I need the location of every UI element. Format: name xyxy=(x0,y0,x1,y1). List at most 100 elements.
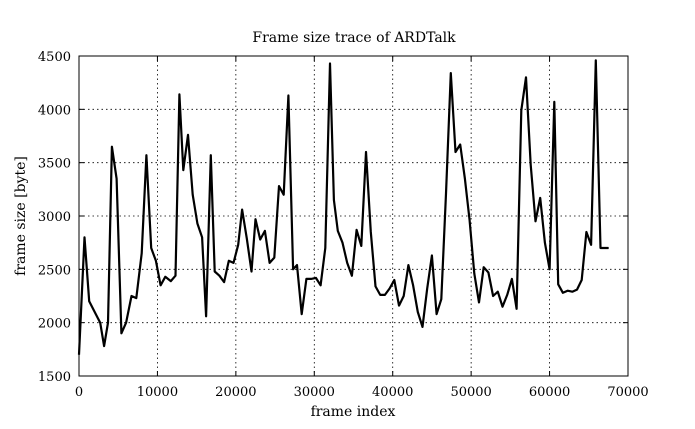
data-point xyxy=(301,313,303,315)
data-point xyxy=(237,244,239,246)
data-point xyxy=(501,306,504,308)
data-point xyxy=(530,164,532,166)
y-tick-label: 3500 xyxy=(38,157,71,172)
data-point xyxy=(553,101,555,103)
data-point xyxy=(403,295,405,297)
data-point xyxy=(141,252,143,254)
data-point xyxy=(259,238,261,241)
data-point xyxy=(94,311,96,313)
data-point xyxy=(182,169,184,171)
data-point xyxy=(111,146,113,148)
data-point xyxy=(464,178,466,180)
data-point xyxy=(356,229,358,231)
data-point xyxy=(454,151,457,153)
grid xyxy=(79,56,628,376)
data-point xyxy=(187,134,189,136)
data-point xyxy=(201,236,203,238)
data-point xyxy=(210,154,212,156)
axis-ticks xyxy=(78,55,629,377)
x-tick-label: 60000 xyxy=(529,385,570,400)
data-point xyxy=(478,301,480,303)
data-point xyxy=(590,244,592,246)
data-point xyxy=(360,245,362,247)
y-tick-label: 4000 xyxy=(38,103,71,118)
data-point xyxy=(228,260,230,262)
data-point xyxy=(436,313,438,315)
x-tick-label: 10000 xyxy=(137,385,178,400)
data-point xyxy=(246,237,248,239)
data-point xyxy=(241,209,243,211)
data-point xyxy=(603,247,606,249)
y-tick-label: 3000 xyxy=(38,210,71,225)
y-tick-label: 2000 xyxy=(38,317,71,332)
data-point xyxy=(607,247,610,249)
data-point xyxy=(497,291,499,293)
data-point xyxy=(78,354,80,356)
data-point xyxy=(492,295,494,297)
data-point xyxy=(516,308,518,310)
data-point xyxy=(459,143,461,146)
data-point xyxy=(218,275,220,277)
data-point xyxy=(421,326,424,328)
data-point xyxy=(278,185,280,187)
data-point xyxy=(562,292,564,294)
data-point xyxy=(103,345,105,347)
data-point xyxy=(346,262,348,264)
data-point xyxy=(269,262,271,264)
data-point xyxy=(365,151,367,153)
data-point xyxy=(254,218,257,220)
data-point xyxy=(214,270,216,273)
data-point xyxy=(125,322,127,324)
data-point xyxy=(599,247,602,249)
data-point xyxy=(264,230,266,232)
x-tick-label: 50000 xyxy=(450,385,491,400)
data-point xyxy=(379,294,381,296)
data-point xyxy=(150,247,152,249)
data-point xyxy=(83,236,86,238)
data-point xyxy=(135,297,137,299)
data-point xyxy=(520,109,522,111)
data-point xyxy=(525,76,527,78)
x-tick-label: 30000 xyxy=(294,385,335,400)
data-point xyxy=(571,291,573,293)
data-point xyxy=(450,72,452,74)
data-point xyxy=(273,257,275,259)
data-point xyxy=(320,284,322,286)
data-point xyxy=(192,194,194,196)
data-point xyxy=(178,93,180,95)
data-point xyxy=(431,254,433,257)
data-point xyxy=(506,294,508,296)
data-point xyxy=(130,295,133,297)
x-tick-label: 40000 xyxy=(372,385,413,400)
series-line xyxy=(77,59,609,355)
data-point xyxy=(174,275,177,277)
data-point xyxy=(374,285,377,287)
y-tick-label: 2500 xyxy=(38,263,71,278)
data-point xyxy=(534,220,537,222)
data-point xyxy=(398,305,400,307)
y-axis-label: frame size [byte] xyxy=(13,156,29,276)
data-point xyxy=(341,242,344,244)
data-point xyxy=(160,284,162,286)
data-point xyxy=(544,242,546,244)
data-point xyxy=(557,283,559,285)
data-point xyxy=(445,193,447,195)
data-point xyxy=(164,276,166,278)
data-point xyxy=(315,277,317,279)
data-point xyxy=(205,315,207,317)
data-point xyxy=(407,264,409,266)
data-point xyxy=(567,290,569,292)
x-tick-label: 70000 xyxy=(607,385,648,400)
data-point xyxy=(417,311,419,313)
data-point xyxy=(539,197,541,199)
data-point xyxy=(487,271,489,274)
data-points xyxy=(78,59,610,356)
data-point xyxy=(116,178,118,180)
data-point xyxy=(585,231,588,233)
y-tick-label: 1500 xyxy=(38,370,71,385)
data-point xyxy=(483,266,485,268)
data-point xyxy=(170,280,172,282)
data-point xyxy=(292,268,294,270)
data-point xyxy=(120,332,122,334)
